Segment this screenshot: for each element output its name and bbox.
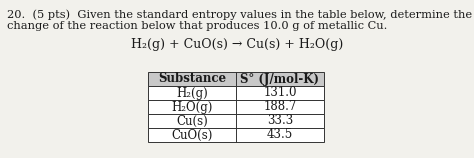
Text: 43.5: 43.5 bbox=[267, 128, 293, 142]
Text: Substance: Substance bbox=[158, 73, 226, 85]
Bar bbox=[148, 72, 324, 86]
Bar bbox=[148, 100, 324, 114]
Text: 188.7: 188.7 bbox=[264, 100, 297, 113]
Bar bbox=[148, 128, 324, 142]
Text: S° (J/mol-K): S° (J/mol-K) bbox=[240, 73, 319, 85]
Text: Cu(s): Cu(s) bbox=[176, 115, 208, 128]
Text: 33.3: 33.3 bbox=[267, 115, 293, 128]
Text: 20.  (5 pts)  Given the standard entropy values in the table below, determine th: 20. (5 pts) Given the standard entropy v… bbox=[7, 9, 474, 20]
Text: CuO(s): CuO(s) bbox=[171, 128, 213, 142]
Bar bbox=[148, 86, 324, 100]
Text: H₂(g): H₂(g) bbox=[176, 86, 208, 100]
Text: H₂(g) + CuO(s) → Cu(s) + H₂O(g): H₂(g) + CuO(s) → Cu(s) + H₂O(g) bbox=[131, 38, 343, 51]
Text: 131.0: 131.0 bbox=[263, 86, 297, 100]
Text: H₂O(g): H₂O(g) bbox=[171, 100, 213, 113]
Text: change of the reaction below that produces 10.0 g of metallic Cu.: change of the reaction below that produc… bbox=[7, 21, 387, 31]
Bar bbox=[148, 114, 324, 128]
